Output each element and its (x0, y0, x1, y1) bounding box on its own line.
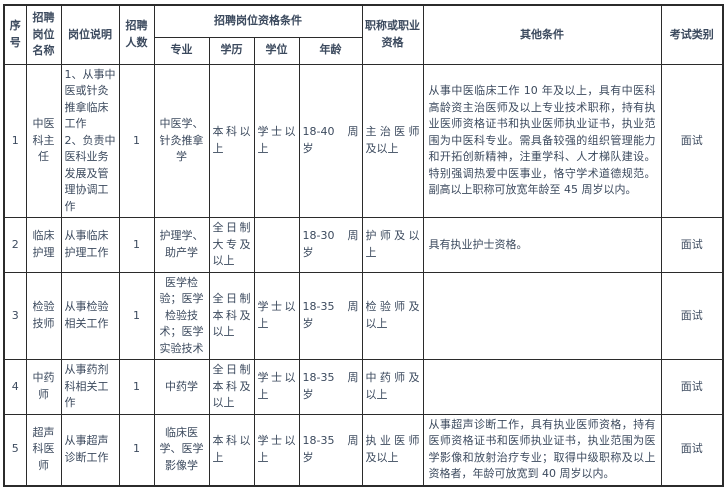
cell-exam: 面试 (660, 63, 724, 218)
cell-education: 本科以上 (208, 413, 255, 486)
header-education: 学历 (208, 36, 255, 65)
table-row: 5 超声科医师 从事超声诊断工作 1 临床医学、医学影像学 本科以上 学士以上 … (3, 413, 724, 486)
header-other: 其他条件 (422, 4, 662, 65)
cell-count: 1 (118, 359, 155, 415)
cell-major: 中药学 (153, 359, 210, 415)
cell-education: 本科以上 (208, 63, 255, 218)
cell-seq: 1 (3, 63, 27, 218)
table-row: 1 中医科主任 1、从事中医或针灸推拿临床工作 2、负责中医科业务发展及管理协调… (3, 63, 724, 218)
cell-age: 18-35 周岁 (298, 271, 363, 360)
cell-title: 中药师及以上 (361, 359, 424, 415)
cell-position: 中药师 (25, 359, 62, 415)
cell-seq: 3 (3, 271, 27, 360)
cell-title: 主治医师及以上 (361, 63, 424, 218)
cell-age: 18-30 周岁 (298, 217, 363, 273)
header-count: 招聘人数 (118, 4, 155, 65)
cell-other: 从事超声诊断工作，具有执业医师资格，持有医师资格证书和医师执业证书，执业范围为医… (422, 413, 662, 486)
header-seq: 序号 (3, 4, 27, 65)
cell-other: 具有执业护士资格。 (422, 217, 662, 273)
table-row: 2 临床护理 从事临床护理工作 1 护理学、助产学 全日制大专及以上 18-30… (3, 217, 724, 273)
cell-other (422, 271, 662, 360)
cell-seq: 2 (3, 217, 27, 273)
cell-description: 从事临床护理工作 (60, 217, 120, 273)
cell-description: 从事检验相关工作 (60, 271, 120, 360)
cell-count: 1 (118, 271, 155, 360)
cell-major: 护理学、助产学 (153, 217, 210, 273)
header-degree: 学位 (253, 36, 300, 65)
cell-major: 临床医学、医学影像学 (153, 413, 210, 486)
recruitment-table: 序号 招聘岗位名称 岗位说明 招聘人数 招聘岗位资格条件 职称或职业资格 其他条… (3, 4, 724, 487)
cell-position: 超声科医师 (25, 413, 62, 486)
cell-count: 1 (118, 63, 155, 218)
cell-seq: 4 (3, 359, 27, 415)
header-title: 职称或职业资格 (361, 4, 424, 65)
cell-major: 医学检验；医学检验技术；医学实验技术 (153, 271, 210, 360)
cell-position: 临床护理 (25, 217, 62, 273)
cell-other: 从事中医临床工作 10 年及以上，具有中医科高龄资主治医师及以上专业技术职称，持… (422, 63, 662, 218)
cell-seq: 5 (3, 413, 27, 486)
header-exam: 考试类别 (660, 4, 724, 65)
cell-degree: 学士以上 (253, 413, 300, 486)
cell-education: 全日制本科及以上 (208, 271, 255, 360)
cell-degree: 学士以上 (253, 63, 300, 218)
cell-exam: 面试 (660, 413, 724, 486)
cell-exam: 面试 (660, 271, 724, 360)
cell-description: 从事超声诊断工作 (60, 413, 120, 486)
cell-other (422, 359, 662, 415)
cell-age: 18-40 周岁 (298, 63, 363, 218)
table-row: 3 检验技师 从事检验相关工作 1 医学检验；医学检验技术；医学实验技术 全日制… (3, 271, 724, 360)
cell-position: 中医科主任 (25, 63, 62, 218)
cell-exam: 面试 (660, 359, 724, 415)
header-age: 年龄 (298, 36, 363, 65)
cell-title: 护师及以上 (361, 217, 424, 273)
cell-age: 18-35 周岁 (298, 413, 363, 486)
cell-description: 1、从事中医或针灸推拿临床工作 2、负责中医科业务发展及管理协调工作 (60, 63, 120, 218)
header-qualification-group: 招聘岗位资格条件 (153, 4, 363, 38)
header-position: 招聘岗位名称 (25, 4, 62, 65)
cell-degree: 学士以上 (253, 271, 300, 360)
cell-education: 全日制大专及以上 (208, 217, 255, 273)
cell-degree (253, 217, 300, 273)
cell-description: 从事药剂科相关工作 (60, 359, 120, 415)
cell-education: 全日制本科及以上 (208, 359, 255, 415)
cell-title: 执业医师及以上 (361, 413, 424, 486)
cell-degree: 学士以上 (253, 359, 300, 415)
header-major: 专业 (153, 36, 210, 65)
cell-age: 18-35 周岁 (298, 359, 363, 415)
cell-title: 检验师及以上 (361, 271, 424, 360)
cell-position: 检验技师 (25, 271, 62, 360)
cell-count: 1 (118, 413, 155, 486)
cell-major: 中医学、针灸推拿学 (153, 63, 210, 218)
header-description: 岗位说明 (60, 4, 120, 65)
table-row: 4 中药师 从事药剂科相关工作 1 中药学 全日制本科及以上 学士以上 18-3… (3, 359, 724, 415)
cell-count: 1 (118, 217, 155, 273)
cell-exam: 面试 (660, 217, 724, 273)
